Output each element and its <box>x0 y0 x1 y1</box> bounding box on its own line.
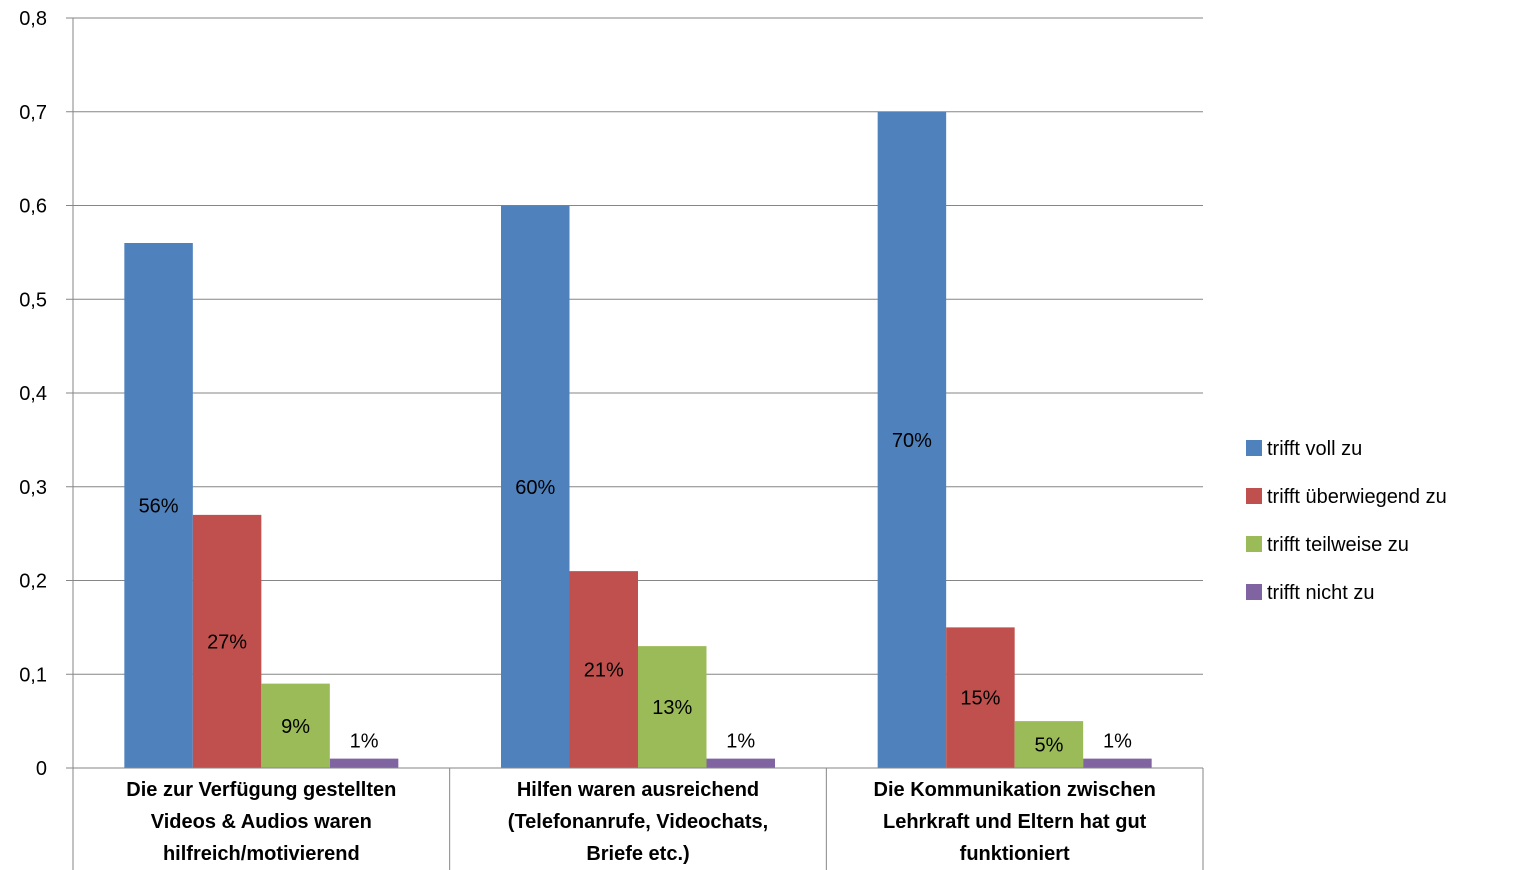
data-label: 1% <box>350 731 379 753</box>
data-label: 70% <box>892 430 932 452</box>
y-axis-ticks: 0 0,1 0,2 0,3 0,4 0,5 0,6 0,7 0,8 <box>19 8 47 780</box>
bar <box>638 646 707 768</box>
legend-swatch <box>1246 584 1262 600</box>
category-label: Hilfen waren ausreichend <box>517 779 759 801</box>
legend-label: trifft teilweise zu <box>1267 534 1409 556</box>
y-tick-label: 0,2 <box>19 571 47 593</box>
category-label: hilfreich/motivierend <box>163 843 360 865</box>
bar <box>569 571 638 768</box>
bar <box>1014 721 1084 768</box>
gridlines <box>73 17 1203 675</box>
data-label: 5% <box>1034 735 1063 757</box>
category-label: Die zur Verfügung gestellten <box>126 779 396 801</box>
data-label: 1% <box>1103 731 1132 753</box>
y-tick-label: 0,4 <box>19 383 47 405</box>
bar <box>1083 758 1152 768</box>
data-label: 56% <box>139 496 179 518</box>
legend-swatch <box>1246 536 1262 552</box>
y-tick-label: 0,8 <box>19 8 47 30</box>
y-tick-label: 0,7 <box>19 102 47 124</box>
data-label: 27% <box>207 631 247 653</box>
bar <box>877 111 947 768</box>
category-label: Briefe etc.) <box>586 843 689 865</box>
legend-label: trifft nicht zu <box>1267 582 1374 604</box>
axes <box>66 17 1204 870</box>
data-label: 9% <box>281 716 310 738</box>
category-label: Videos & Audios waren <box>151 811 372 833</box>
y-tick-label: 0,5 <box>19 289 47 311</box>
legend-swatch <box>1246 488 1262 504</box>
y-tick-label: 0,3 <box>19 477 47 499</box>
y-tick-label: 0 <box>36 758 47 780</box>
legend-label: trifft überwiegend zu <box>1267 486 1447 508</box>
category-label: Die Kommunikation zwischen <box>874 779 1156 801</box>
data-label: 15% <box>960 688 1000 710</box>
data-label: 60% <box>515 477 555 499</box>
data-label: 13% <box>652 697 692 719</box>
category-label: funktioniert <box>960 843 1070 865</box>
category-label: Lehrkraft und Eltern hat gut <box>883 811 1147 833</box>
bar <box>124 243 193 768</box>
bars <box>124 111 1152 768</box>
bar <box>192 514 262 768</box>
legend-label: trifft voll zu <box>1267 438 1362 460</box>
category-label: (Telefonanrufe, Videochats, <box>508 811 768 833</box>
data-labels: 56% 27% 9% 1% 60% 21% 13% 1% 70% 15% 5% 1% <box>139 430 1133 757</box>
y-tick-label: 0,1 <box>19 664 47 686</box>
bar <box>706 758 775 768</box>
bar <box>946 627 1015 768</box>
legend-swatch <box>1246 440 1262 456</box>
legend: trifft voll zu trifft überwiegend zu triff… <box>1246 438 1447 604</box>
category-labels: Die zur Verfügung gestellten Videos & Aud… <box>126 779 1155 865</box>
bar <box>501 205 570 768</box>
data-label: 21% <box>584 660 624 682</box>
data-label: 1% <box>726 731 755 753</box>
bar <box>329 758 399 768</box>
y-tick-label: 0,6 <box>19 196 47 218</box>
bar <box>261 683 330 768</box>
